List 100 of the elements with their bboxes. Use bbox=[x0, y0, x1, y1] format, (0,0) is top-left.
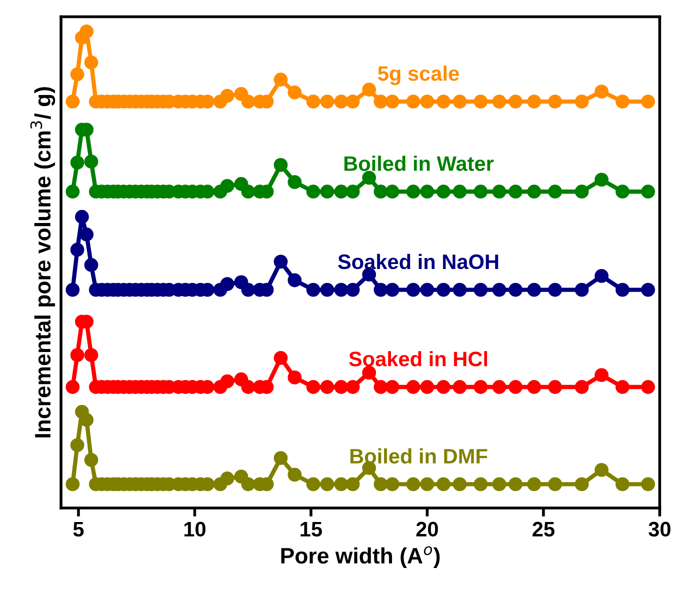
point bbox=[84, 154, 98, 169]
point bbox=[406, 282, 420, 297]
point bbox=[594, 172, 609, 187]
point bbox=[241, 282, 256, 297]
point bbox=[548, 477, 562, 492]
point bbox=[527, 380, 542, 394]
point bbox=[406, 380, 420, 394]
point bbox=[288, 175, 302, 190]
point bbox=[492, 94, 506, 108]
point bbox=[641, 94, 656, 108]
point bbox=[436, 477, 450, 492]
point bbox=[70, 438, 84, 452]
point bbox=[420, 477, 434, 492]
point bbox=[452, 282, 467, 297]
point bbox=[346, 282, 360, 297]
point bbox=[641, 477, 656, 492]
point bbox=[220, 374, 234, 388]
point bbox=[241, 380, 256, 394]
x-tick-label: 20 bbox=[416, 522, 438, 537]
point bbox=[548, 380, 562, 394]
point bbox=[306, 380, 320, 394]
point bbox=[374, 380, 388, 394]
point bbox=[406, 184, 420, 199]
point bbox=[452, 380, 467, 394]
point bbox=[508, 477, 522, 492]
point bbox=[346, 184, 360, 199]
point bbox=[70, 67, 84, 82]
point bbox=[406, 94, 420, 108]
point bbox=[594, 84, 609, 98]
point bbox=[641, 184, 656, 199]
point bbox=[548, 94, 562, 108]
point bbox=[406, 477, 420, 492]
point bbox=[420, 380, 434, 394]
point bbox=[420, 282, 434, 297]
point bbox=[492, 477, 506, 492]
series-label: Boiled in DMF bbox=[350, 448, 488, 464]
point bbox=[474, 184, 488, 199]
point bbox=[320, 184, 334, 199]
point bbox=[334, 282, 348, 297]
point bbox=[527, 184, 542, 199]
point bbox=[241, 184, 256, 199]
point bbox=[70, 348, 84, 362]
point bbox=[452, 184, 467, 199]
point bbox=[320, 477, 334, 492]
point bbox=[66, 282, 80, 297]
point bbox=[594, 269, 609, 283]
point bbox=[385, 282, 400, 297]
point bbox=[374, 184, 388, 199]
point bbox=[66, 94, 80, 108]
point bbox=[334, 94, 348, 108]
point bbox=[334, 380, 348, 394]
point bbox=[548, 184, 562, 199]
point bbox=[66, 477, 80, 492]
point bbox=[385, 380, 400, 394]
point bbox=[362, 82, 376, 97]
point bbox=[616, 282, 630, 297]
series-label: Boiled in Water bbox=[344, 156, 494, 171]
point bbox=[80, 24, 94, 38]
point bbox=[574, 380, 589, 394]
point bbox=[616, 184, 630, 199]
point bbox=[84, 452, 98, 467]
point bbox=[306, 184, 320, 199]
point bbox=[574, 94, 589, 108]
point bbox=[594, 368, 609, 382]
point bbox=[641, 380, 656, 394]
point bbox=[508, 184, 522, 199]
point bbox=[574, 282, 589, 297]
point bbox=[70, 242, 84, 257]
point bbox=[75, 210, 89, 224]
point bbox=[346, 380, 360, 394]
point bbox=[374, 94, 388, 108]
point bbox=[420, 184, 434, 199]
point bbox=[527, 477, 542, 492]
point bbox=[288, 86, 302, 100]
point bbox=[320, 282, 334, 297]
point bbox=[436, 380, 450, 394]
point bbox=[594, 462, 609, 477]
series-label: 5g scale bbox=[378, 66, 459, 86]
point bbox=[492, 184, 506, 199]
x-tick-label: 30 bbox=[648, 522, 670, 537]
point bbox=[508, 94, 522, 108]
point bbox=[436, 184, 450, 199]
point bbox=[220, 472, 234, 486]
x-axis-title: Pore width (A$^{o}$) bbox=[281, 546, 440, 568]
point bbox=[474, 94, 488, 108]
series-label: Soaked in HCl bbox=[349, 351, 488, 366]
point bbox=[70, 156, 84, 170]
x-tick-label: 10 bbox=[184, 522, 206, 537]
point bbox=[84, 258, 98, 272]
point bbox=[527, 94, 542, 108]
point bbox=[80, 228, 94, 242]
point bbox=[334, 477, 348, 492]
point bbox=[306, 282, 320, 297]
point bbox=[241, 94, 256, 108]
point bbox=[220, 88, 234, 103]
x-tick-label: 25 bbox=[532, 522, 554, 537]
point bbox=[84, 348, 98, 362]
point bbox=[452, 477, 467, 492]
point bbox=[508, 380, 522, 394]
point bbox=[362, 170, 376, 185]
